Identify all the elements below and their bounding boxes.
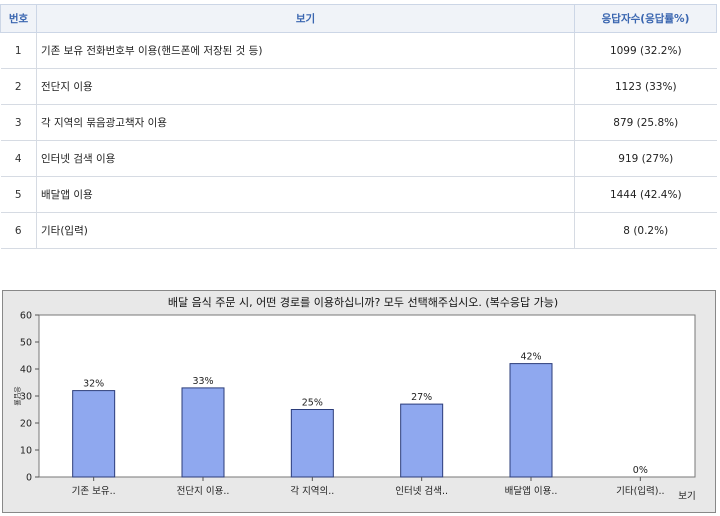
- bar: [509, 363, 553, 478]
- header-count: 응답자수(응답률%): [574, 4, 717, 33]
- row-count: 919 (27%): [574, 140, 717, 177]
- row-count: 1444 (42.4%): [574, 176, 717, 213]
- data-label: 0%: [633, 465, 648, 476]
- table-row: 6 기타(입력) 8 (0.2%): [0, 212, 717, 249]
- y-tick-label: 30: [20, 392, 32, 403]
- data-label: 27%: [411, 392, 432, 403]
- row-count: 1123 (33%): [574, 68, 717, 105]
- row-option: 각 지역의 묶음광고책자 이용: [36, 104, 575, 141]
- row-option: 배달앱 이용: [36, 176, 575, 213]
- plot-area: [38, 314, 696, 478]
- bar: [72, 390, 116, 478]
- row-option: 인터넷 검색 이용: [36, 140, 575, 177]
- y-tick-label: 50: [20, 338, 32, 349]
- row-count: 879 (25.8%): [574, 104, 717, 141]
- y-tick-label: 20: [20, 419, 32, 430]
- y-tick-label: 0: [26, 473, 32, 484]
- response-table: 번호 보기 응답자수(응답률%) 1 기존 보유 전화번호부 이용(핸드폰에 저…: [0, 4, 717, 249]
- y-tick-label: 60: [20, 311, 32, 322]
- header-option: 보기: [36, 4, 575, 33]
- row-no: 2: [0, 68, 37, 105]
- y-tick-label: 40: [20, 365, 32, 376]
- x-tick-label: 전단지 이용..: [177, 486, 230, 497]
- table-row: 4 인터넷 검색 이용 919 (27%): [0, 140, 717, 177]
- data-label: 33%: [192, 376, 213, 387]
- x-tick-label: 기존 보유..: [72, 486, 116, 497]
- bar: [400, 403, 444, 478]
- x-tick-label: 각 지역의..: [290, 485, 334, 497]
- table-header-row: 번호 보기 응답자수(응답률%): [0, 4, 717, 33]
- header-no: 번호: [0, 4, 37, 33]
- row-option: 기존 보유 전화번호부 이용(핸드폰에 저장된 것 등): [36, 32, 575, 69]
- row-no: 1: [0, 32, 37, 69]
- data-label: 42%: [520, 352, 541, 363]
- row-count: 8 (0.2%): [574, 212, 717, 249]
- x-tick-label: 배달앱 이용..: [505, 485, 558, 497]
- data-label: 32%: [83, 379, 104, 390]
- table-row: 5 배달앱 이용 1444 (42.4%): [0, 176, 717, 213]
- table-row: 3 각 지역의 묶음광고책자 이용 879 (25.8%): [0, 104, 717, 141]
- row-no: 3: [0, 104, 37, 141]
- chart-title: 배달 음식 주문 시, 어떤 경로를 이용하십니까? 모두 선택해주십시오. (…: [168, 295, 558, 309]
- x-tick-label: 인터넷 검색..: [395, 485, 448, 497]
- row-no: 5: [0, 176, 37, 213]
- bar: [290, 409, 334, 478]
- x-tick-label: 기타(입력)..: [616, 485, 664, 497]
- row-option: 전단지 이용: [36, 68, 575, 105]
- y-axis-label: 응답률: [13, 386, 22, 406]
- y-tick-label: 10: [20, 446, 32, 457]
- bar-chart: 배달 음식 주문 시, 어떤 경로를 이용하십니까? 모두 선택해주십시오. (…: [13, 295, 696, 502]
- data-label: 25%: [302, 398, 323, 409]
- row-option: 기타(입력): [36, 212, 575, 249]
- table-row: 1 기존 보유 전화번호부 이용(핸드폰에 저장된 것 등) 1099 (32.…: [0, 32, 717, 69]
- table-row: 2 전단지 이용 1123 (33%): [0, 68, 717, 105]
- row-no: 4: [0, 140, 37, 177]
- x-axis-label: 보기: [678, 491, 695, 502]
- row-count: 1099 (32.2%): [574, 32, 717, 69]
- chart-panel: 배달 음식 주문 시, 어떤 경로를 이용하십니까? 모두 선택해주십시오. (…: [2, 290, 716, 513]
- row-no: 6: [0, 212, 37, 249]
- bar: [181, 387, 225, 478]
